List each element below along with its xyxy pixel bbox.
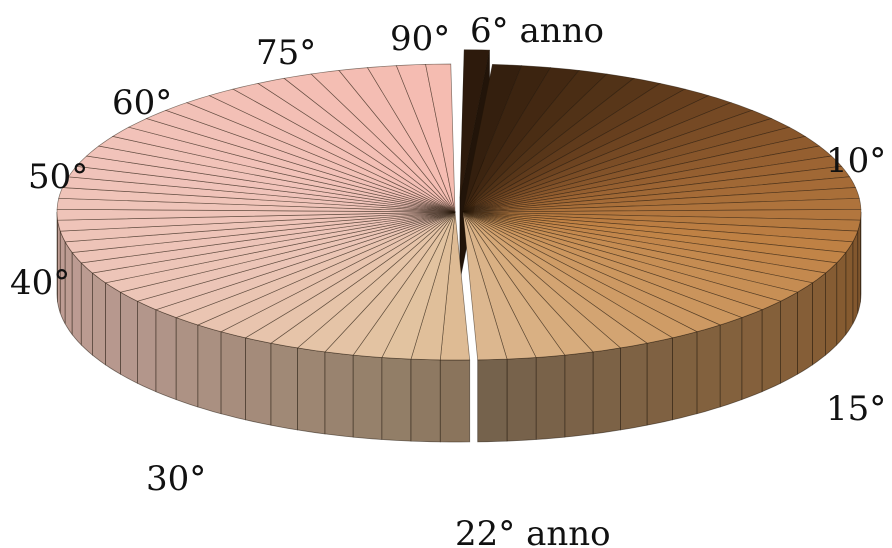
pie-side-36: [761, 300, 781, 393]
pie-side-48: [439, 359, 471, 443]
pie-side-47: [477, 358, 508, 443]
pie-side-41: [646, 337, 673, 426]
pie-side-29: [852, 230, 859, 325]
pie-side-46: [506, 357, 537, 442]
annotation-year-75: 75°: [256, 33, 316, 73]
pie-side-62: [105, 282, 121, 375]
pie-tops: [56, 49, 862, 361]
pie-side-49: [410, 358, 441, 443]
pie-side-56: [220, 331, 246, 421]
pie-side-31: [836, 251, 847, 346]
pie-side-35: [780, 291, 798, 384]
annotation-year-22: 22° anno: [455, 514, 611, 548]
annotation-year-60: 60°: [112, 83, 172, 123]
pie-side-63: [92, 272, 106, 366]
annotation-year-50: 50°: [28, 157, 88, 197]
pie-side-61: [120, 291, 138, 384]
pie-slice-47: [462, 211, 508, 361]
pie-side-33: [812, 272, 826, 366]
pie-side-43: [592, 347, 621, 435]
pie-side-30: [845, 240, 854, 336]
pie-side-39: [696, 324, 721, 415]
pie-side-65: [71, 251, 82, 346]
pie-side-37: [741, 309, 763, 401]
pie-side-59: [155, 309, 177, 401]
pie-side-53: [297, 347, 326, 435]
annotation-year-40: 40°: [10, 263, 70, 303]
pie-side-45: [535, 354, 566, 440]
pie-side-60: [137, 300, 157, 393]
pie-side-64: [80, 261, 93, 356]
annotation-year-15: 15°: [826, 389, 886, 429]
pie-side-44: [564, 351, 594, 438]
pie-side-58: [175, 317, 199, 408]
pie-side-38: [719, 317, 743, 408]
pie-slice-90: [425, 63, 456, 213]
pie-side-51: [352, 354, 383, 440]
pie-side-52: [324, 351, 354, 438]
pie-side-32: [825, 261, 838, 356]
annotation-year-30: 30°: [146, 459, 206, 499]
pie-side-40: [672, 331, 698, 421]
pie-sides: [56, 49, 862, 443]
pie-slice-6: [459, 49, 490, 198]
pie-side-28: [857, 220, 861, 314]
pie-side-55: [245, 337, 272, 426]
pie-side-57: [197, 324, 222, 415]
annotation-year-6: 6° anno: [470, 11, 604, 51]
annotation-year-90: 90°: [390, 19, 450, 59]
pie-side-42: [620, 342, 648, 431]
pie-side-54: [270, 342, 298, 431]
annotation-year-10: 10°: [826, 141, 886, 181]
pie-labels: 6° anno 10° 15° 22° anno 30° 40° 50° 60° 75° 90°: [10, 11, 886, 548]
pie-side-34: [797, 282, 813, 375]
pie-side-50: [381, 357, 412, 442]
